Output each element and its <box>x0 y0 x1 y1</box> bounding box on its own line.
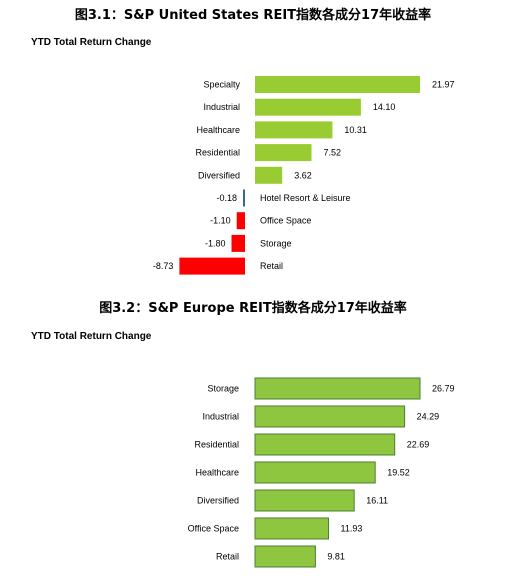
figure-1-title: 图3.1：S&P United States REIT指数各成分17年收益率 <box>74 8 432 23</box>
value-label: 24.29 <box>417 412 440 422</box>
bar-diversified <box>254 489 355 512</box>
value-label: -1.10 <box>210 216 231 226</box>
value-label: 11.93 <box>341 524 363 534</box>
category-label: Office Space <box>260 216 311 226</box>
value-label: 16.11 <box>366 496 388 506</box>
category-label: Diversified <box>197 496 239 506</box>
value-label: 7.52 <box>324 148 342 158</box>
category-label: Retail <box>260 261 283 271</box>
value-label: 10.31 <box>344 125 367 135</box>
bar-healthcare <box>255 121 333 139</box>
bar-hotel-resort-leisure <box>243 189 245 207</box>
category-label: Industrial <box>202 412 239 422</box>
figure-2-title: 图3.2：S&P Europe REIT指数各成分17年收益率 <box>99 301 407 316</box>
value-label: -1.80 <box>205 238 226 248</box>
category-label: Healthcare <box>195 468 239 478</box>
bar-specialty <box>255 76 420 93</box>
value-label: 14.10 <box>373 102 396 112</box>
category-label: Residential <box>194 440 239 450</box>
bar-retail <box>179 257 245 275</box>
bar-office-space <box>254 517 329 540</box>
figure-2-subtitle: YTD Total Return Change <box>31 331 152 342</box>
category-label: Storage <box>207 384 239 394</box>
category-label: Storage <box>260 238 292 248</box>
bar-diversified <box>255 166 283 184</box>
value-label: 22.69 <box>407 440 430 450</box>
category-label: Specialty <box>203 80 240 90</box>
category-label: Industrial <box>203 102 240 112</box>
figure-1-subtitle: YTD Total Return Change <box>31 37 152 48</box>
value-label: 21.97 <box>432 80 455 90</box>
value-label: -8.73 <box>153 261 174 271</box>
bar-residential <box>254 433 396 456</box>
bar-storage <box>231 234 245 252</box>
europe-reit-bar-chart: Storage 26.79 Industrial 24.29 Residential 22… <box>188 377 455 568</box>
bar-industrial <box>254 405 406 428</box>
value-label: -0.18 <box>216 193 237 203</box>
category-label: Residential <box>195 148 240 158</box>
bar-retail <box>254 545 316 568</box>
bar-office-space <box>236 212 245 230</box>
category-label: Diversified <box>198 170 240 180</box>
value-label: 9.81 <box>327 552 345 562</box>
bar-storage <box>254 377 421 400</box>
bar-industrial <box>255 98 361 116</box>
us-reit-bar-chart: Specialty 21.97 Industrial 14.10 Healthcare 1… <box>153 76 455 275</box>
value-label: 19.52 <box>387 468 410 478</box>
category-label: Healthcare <box>196 125 240 135</box>
value-label: 26.79 <box>432 384 455 394</box>
category-label: Hotel Resort & Leisure <box>260 193 351 203</box>
bar-healthcare <box>254 461 376 484</box>
bar-residential <box>255 144 312 162</box>
value-label: 3.62 <box>294 170 312 180</box>
category-label: Retail <box>216 552 239 562</box>
category-label: Office Space <box>188 524 239 534</box>
